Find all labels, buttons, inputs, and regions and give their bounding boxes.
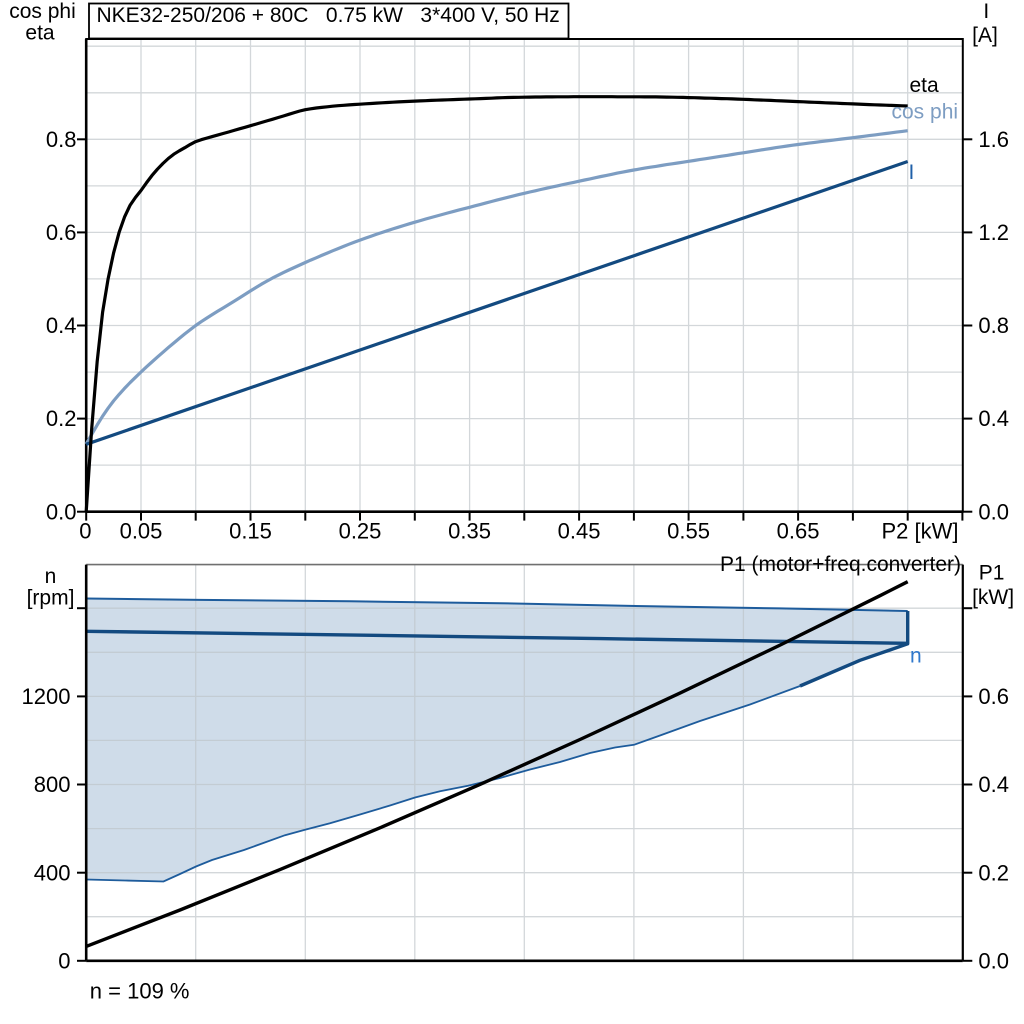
svg-text:0.4: 0.4 [46,313,77,338]
svg-text:0.8: 0.8 [46,127,77,152]
svg-text:n = 109 %: n = 109 % [90,979,190,1004]
svg-text:0.05: 0.05 [120,519,163,544]
svg-text:P1: P1 [979,561,1005,584]
svg-text:800: 800 [34,772,71,797]
svg-text:eta: eta [25,22,55,45]
svg-text:n: n [45,565,57,588]
svg-text:0.25: 0.25 [339,519,382,544]
svg-text:0.35: 0.35 [448,519,491,544]
svg-text:0.2: 0.2 [978,860,1009,885]
svg-text:0.45: 0.45 [558,519,601,544]
svg-text:0.2: 0.2 [46,406,77,431]
svg-text:P2 [kW]: P2 [kW] [881,519,958,544]
svg-text:0.65: 0.65 [777,519,820,544]
svg-text:0.0: 0.0 [46,499,77,524]
svg-text:[rpm]: [rpm] [27,586,75,609]
svg-text:I: I [909,161,915,184]
svg-text:0.55: 0.55 [667,519,710,544]
svg-text:0.8: 0.8 [978,313,1009,338]
svg-text:NKE32-250/206 + 80C 0.75 kW: NKE32-250/206 + 80C 0.75 kW 3*400 V, 50 … [97,4,560,27]
svg-text:400: 400 [34,860,71,885]
svg-text:0.6: 0.6 [978,684,1009,709]
svg-text:[A]: [A] [972,24,998,47]
svg-text:[kW]: [kW] [972,586,1014,609]
svg-text:I: I [983,0,989,23]
svg-text:eta: eta [910,74,940,97]
svg-text:n: n [910,645,922,668]
svg-text:0.15: 0.15 [229,519,272,544]
svg-text:0.0: 0.0 [978,499,1009,524]
svg-text:cos phi: cos phi [892,101,959,124]
svg-text:0: 0 [79,519,91,544]
svg-text:P1 (motor+freq.converter): P1 (motor+freq.converter) [720,553,961,576]
svg-text:0.6: 0.6 [46,220,77,245]
svg-text:1200: 1200 [22,684,71,709]
svg-text:1.6: 1.6 [978,127,1009,152]
svg-text:0.4: 0.4 [978,772,1009,797]
svg-text:0.0: 0.0 [978,948,1009,973]
svg-text:cos phi: cos phi [9,0,76,23]
svg-text:1.2: 1.2 [978,220,1009,245]
svg-text:0.4: 0.4 [978,406,1009,431]
svg-text:0: 0 [58,948,70,973]
